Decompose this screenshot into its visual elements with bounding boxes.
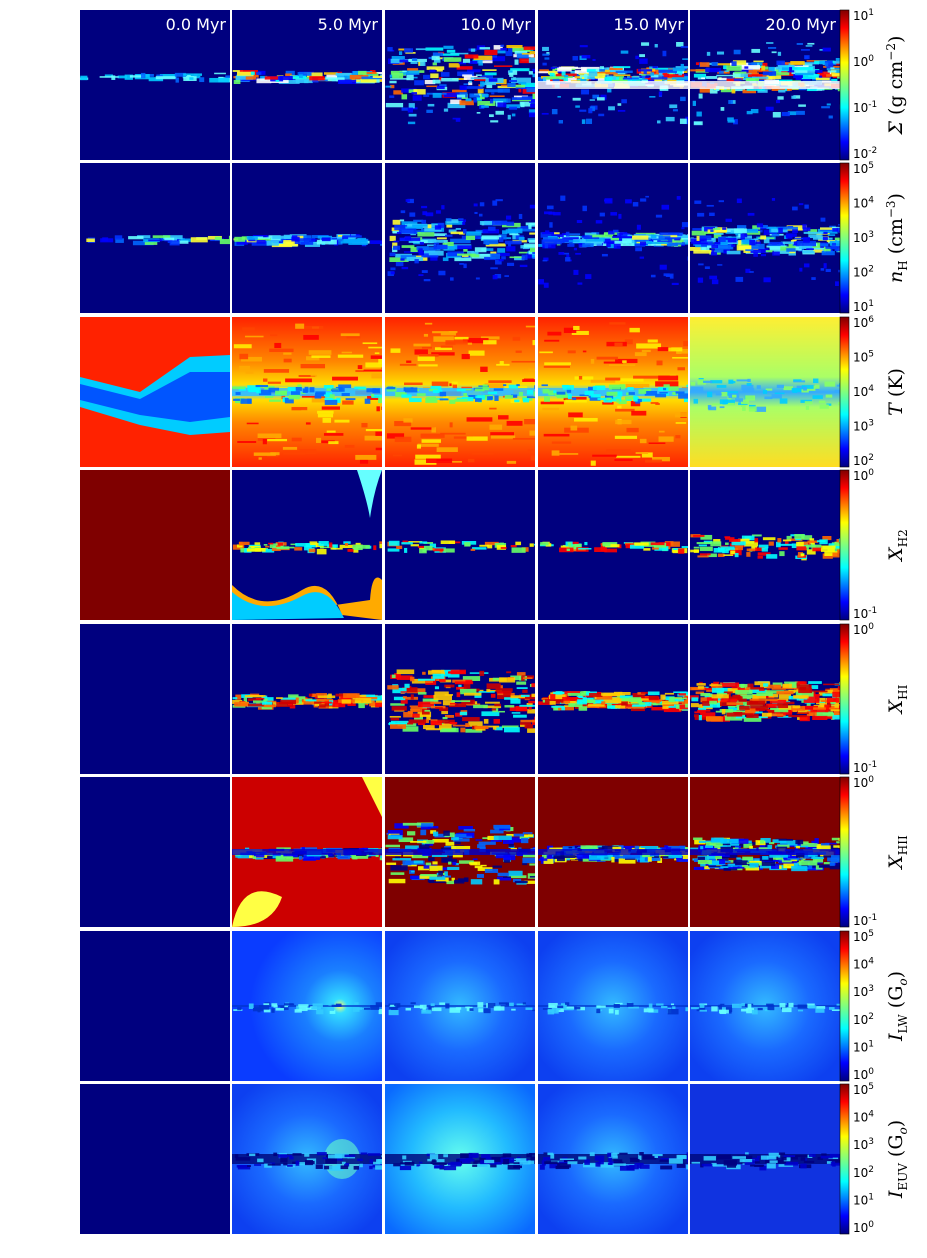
panel-r4-c4 — [538, 470, 688, 620]
colorbar-ILW: 105 104 103 102 101 100 — [839, 929, 874, 1082]
colorbar-nH: 105 104 103 102 101 — [839, 161, 874, 314]
panel-r7-c3 — [385, 931, 535, 1081]
colorbar-tick: 105 — [853, 929, 874, 944]
panel-r2-c2 — [232, 163, 382, 313]
colorbar-tick: 102 — [853, 1012, 874, 1027]
colorbar-tick: 101 — [853, 1039, 874, 1054]
colorbar-tick: 100 — [853, 468, 874, 483]
row-label-sigma: Σ (g cm−2) — [884, 36, 907, 136]
colorbar-tick: 100 — [853, 1220, 874, 1235]
colorbar-IEUV: 105 104 103 102 101 100 — [839, 1082, 874, 1235]
panel-r5-c3 — [385, 624, 535, 774]
colorbar-tick: 100 — [853, 54, 874, 69]
colorbar-tick: 10-1 — [853, 760, 877, 775]
panel-r2-c1 — [80, 163, 230, 313]
panel-grid — [80, 10, 840, 1234]
colorbar-tick: 102 — [853, 1165, 874, 1180]
panel-r7-c2 — [232, 931, 382, 1081]
panel-r4-c2 — [232, 470, 382, 620]
panel-r6-c1 — [80, 777, 230, 927]
row-label-ILW: ILW (Go) — [885, 971, 910, 1042]
colorbar-tick: 100 — [853, 622, 874, 637]
colorbar-tick: 10-2 — [853, 146, 877, 161]
colorbar-tick: 100 — [853, 1067, 874, 1082]
time-label-4: 15.0 Myr — [613, 15, 684, 34]
panel-r2-c5 — [690, 163, 840, 313]
panel-r7-c5 — [690, 931, 840, 1081]
panel-r4-c3 — [385, 470, 535, 620]
colorbar-group: 10110010-110-210510410310210110610510410… — [839, 8, 877, 1235]
colorbar-xH2: 100 10-1 — [839, 468, 877, 621]
panel-r1-c4 — [538, 10, 688, 160]
time-labels: 0.0 Myr 5.0 Myr 10.0 Myr 15.0 Myr 20.0 Myr — [166, 15, 837, 34]
panel-r6-c5 — [690, 777, 840, 927]
time-label-5: 20.0 Myr — [765, 15, 836, 34]
colorbar-tick: 104 — [853, 384, 874, 399]
row-label-nH: nH (cm−3) — [884, 193, 910, 283]
panel-r5-c4 — [538, 624, 688, 774]
colorbar-tick: 104 — [853, 196, 874, 211]
panel-r5-c2 — [232, 624, 382, 774]
panel-r8-c2 — [232, 1084, 382, 1234]
colorbar-tick: 10-1 — [853, 100, 877, 115]
panel-r7-c4 — [538, 931, 688, 1081]
panel-r8-c1 — [80, 1084, 230, 1234]
time-label-2: 5.0 Myr — [318, 15, 379, 34]
panel-r3-c3 — [385, 317, 535, 467]
panel-r6-c4 — [538, 777, 688, 927]
colorbar-tick: 103 — [853, 984, 874, 999]
panel-r7-c1 — [80, 931, 230, 1081]
row-label-xHII: XHII — [885, 835, 910, 871]
panel-r3-c2 — [232, 317, 382, 467]
colorbar-tick: 10-1 — [853, 913, 877, 928]
colorbar-tick: 103 — [853, 1137, 874, 1152]
panel-r3-c4 — [538, 317, 688, 467]
colorbar-tick: 104 — [853, 1110, 874, 1125]
colorbar-tick: 100 — [853, 775, 874, 790]
panel-r3-c5 — [690, 317, 840, 467]
colorbar-sigma: 101 100 10-1 10-2 — [839, 8, 877, 161]
panel-r6-c3 — [385, 777, 535, 927]
colorbar-tick: 10-1 — [853, 606, 877, 621]
colorbar-tick: 103 — [853, 230, 874, 245]
colorbar-xHII: 100 10-1 — [839, 775, 877, 928]
colorbar-tick: 101 — [853, 8, 874, 23]
panel-r5-c5 — [690, 624, 840, 774]
panel-r4-c1 — [80, 470, 230, 620]
panel-r1-c5 — [690, 10, 840, 160]
time-label-3: 10.0 Myr — [460, 15, 531, 34]
row-label-xH2: XH2 — [885, 529, 910, 563]
colorbar-tick: 101 — [853, 299, 874, 314]
colorbar-tick: 102 — [853, 265, 874, 280]
time-label-1: 0.0 Myr — [166, 15, 227, 34]
panel-r1-c2 — [232, 10, 382, 160]
colorbar-tick: 105 — [853, 350, 874, 365]
colorbar-tick: 101 — [853, 1192, 874, 1207]
panel-r2-c3 — [385, 163, 535, 313]
row-label-T: T (K) — [885, 368, 907, 416]
panel-r5-c1 — [80, 624, 230, 774]
panel-r4-c5 — [690, 470, 840, 620]
colorbar-tick: 105 — [853, 1082, 874, 1097]
panel-r2-c4 — [538, 163, 688, 313]
panel-r8-c5 — [690, 1084, 840, 1234]
panel-r1-c3 — [385, 10, 535, 160]
colorbar-tick: 104 — [853, 957, 874, 972]
colorbar-tick: 106 — [853, 315, 874, 330]
colorbar-tick: 103 — [853, 419, 874, 434]
row-label-xHI: XHI — [885, 684, 910, 715]
panel-r6-c2 — [232, 777, 382, 927]
colorbar-tick: 105 — [853, 161, 874, 176]
row-label-IEUV: IEUV (Go) — [885, 1120, 910, 1199]
row-labels: Σ (g cm−2) nH (cm−3) T (K) XH2 XHI XHII ILW (G… — [884, 36, 910, 1200]
colorbar-tick: 102 — [853, 453, 874, 468]
colorbar-xHI: 100 10-1 — [839, 622, 877, 775]
panel-r1-c1 — [80, 10, 230, 160]
colorbar-T: 106 105 104 103 102 — [839, 315, 874, 468]
panel-r8-c4 — [538, 1084, 688, 1234]
panel-r8-c3 — [385, 1084, 535, 1234]
panel-r3-c1 — [80, 317, 230, 467]
